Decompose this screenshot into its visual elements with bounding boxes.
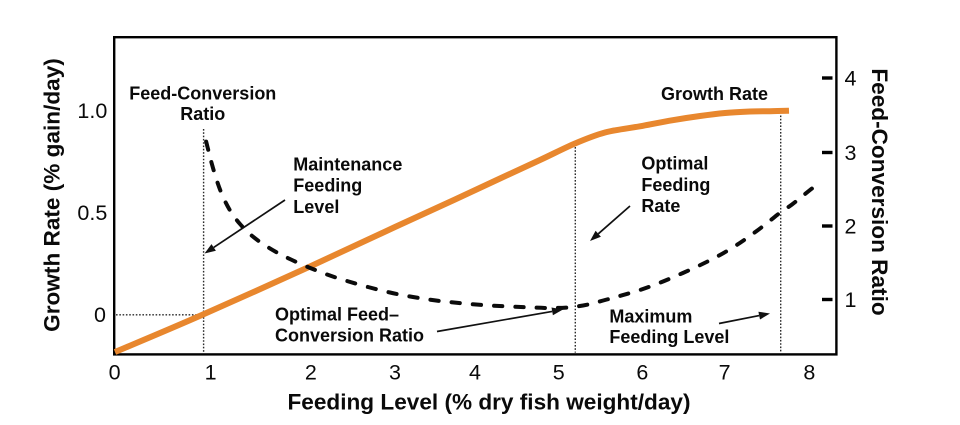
svg-text:1.0: 1.0: [77, 99, 107, 123]
svg-text:0: 0: [109, 360, 121, 384]
svg-text:3: 3: [845, 141, 857, 165]
svg-text:0: 0: [94, 303, 106, 327]
svg-text:4: 4: [845, 67, 857, 91]
svg-text:Conversion Ratio: Conversion Ratio: [275, 326, 424, 346]
svg-text:3: 3: [389, 360, 401, 384]
svg-text:5: 5: [553, 360, 565, 384]
svg-text:Feed-Conversion: Feed-Conversion: [129, 84, 276, 104]
svg-text:Ratio: Ratio: [180, 104, 225, 124]
svg-text:Optimal: Optimal: [641, 154, 708, 174]
svg-text:Optimal Feed–: Optimal Feed–: [275, 305, 399, 325]
svg-text:1: 1: [845, 288, 857, 312]
svg-text:8: 8: [803, 360, 815, 384]
svg-text:2: 2: [305, 360, 317, 384]
svg-text:0.5: 0.5: [77, 201, 107, 225]
svg-text:7: 7: [719, 360, 731, 384]
svg-text:2: 2: [845, 214, 857, 238]
svg-text:4: 4: [469, 360, 481, 384]
svg-text:6: 6: [636, 360, 648, 384]
svg-text:Level: Level: [293, 197, 339, 217]
svg-text:Maximum: Maximum: [609, 307, 692, 327]
svg-text:Feeding Level (% dry fish weig: Feeding Level (% dry fish weight/day): [288, 390, 691, 415]
svg-text:1: 1: [205, 360, 217, 384]
svg-text:Growth Rate: Growth Rate: [661, 84, 768, 104]
svg-text:Feeding: Feeding: [293, 176, 362, 196]
svg-text:Maintenance: Maintenance: [293, 154, 402, 174]
svg-text:Feeding Level: Feeding Level: [609, 327, 729, 347]
svg-text:Rate: Rate: [641, 196, 680, 216]
svg-text:Feed-Conversion Ratio: Feed-Conversion Ratio: [867, 68, 892, 315]
svg-text:Growth Rate (% gain/day): Growth Rate (% gain/day): [40, 58, 65, 332]
svg-text:Feeding: Feeding: [641, 175, 710, 195]
